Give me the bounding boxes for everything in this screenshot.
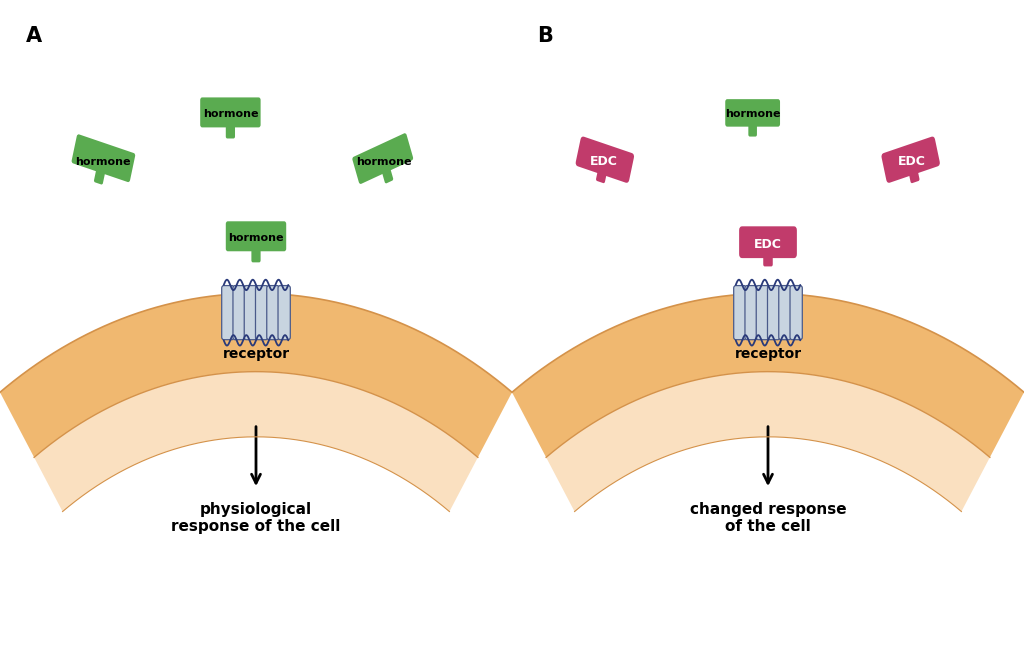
FancyBboxPatch shape	[279, 286, 291, 340]
Polygon shape	[0, 293, 512, 457]
FancyBboxPatch shape	[245, 286, 257, 340]
FancyBboxPatch shape	[908, 165, 920, 183]
FancyBboxPatch shape	[222, 286, 234, 340]
Text: A: A	[26, 26, 42, 46]
FancyBboxPatch shape	[725, 99, 780, 126]
FancyBboxPatch shape	[768, 286, 780, 340]
FancyBboxPatch shape	[201, 97, 260, 127]
FancyBboxPatch shape	[94, 165, 105, 185]
Polygon shape	[512, 293, 1024, 457]
FancyBboxPatch shape	[266, 286, 279, 340]
Text: receptor: receptor	[222, 347, 290, 361]
FancyBboxPatch shape	[381, 164, 393, 183]
FancyBboxPatch shape	[575, 136, 634, 183]
FancyBboxPatch shape	[226, 120, 236, 138]
Text: hormone: hormone	[228, 233, 284, 243]
FancyBboxPatch shape	[739, 226, 797, 258]
FancyBboxPatch shape	[749, 119, 757, 136]
FancyBboxPatch shape	[226, 221, 287, 251]
Polygon shape	[546, 372, 990, 512]
FancyBboxPatch shape	[745, 286, 758, 340]
FancyBboxPatch shape	[596, 165, 607, 183]
Text: hormone: hormone	[725, 109, 780, 119]
FancyBboxPatch shape	[72, 134, 135, 182]
Text: B: B	[538, 26, 554, 46]
Text: hormone: hormone	[75, 156, 130, 167]
FancyBboxPatch shape	[352, 133, 413, 184]
FancyBboxPatch shape	[882, 136, 940, 183]
FancyBboxPatch shape	[763, 250, 773, 267]
Text: EDC: EDC	[590, 155, 618, 168]
Text: EDC: EDC	[897, 155, 926, 168]
FancyBboxPatch shape	[256, 286, 268, 340]
FancyBboxPatch shape	[756, 286, 768, 340]
FancyBboxPatch shape	[733, 286, 745, 340]
Text: hormone: hormone	[356, 157, 412, 167]
Text: EDC: EDC	[754, 238, 782, 251]
Text: changed response
of the cell: changed response of the cell	[690, 502, 846, 535]
Text: receptor: receptor	[734, 347, 802, 361]
FancyBboxPatch shape	[233, 286, 246, 340]
FancyBboxPatch shape	[252, 244, 260, 262]
Text: hormone: hormone	[203, 109, 258, 119]
Text: physiological
response of the cell: physiological response of the cell	[171, 502, 341, 535]
FancyBboxPatch shape	[778, 286, 791, 340]
FancyBboxPatch shape	[791, 286, 803, 340]
Polygon shape	[34, 372, 478, 512]
